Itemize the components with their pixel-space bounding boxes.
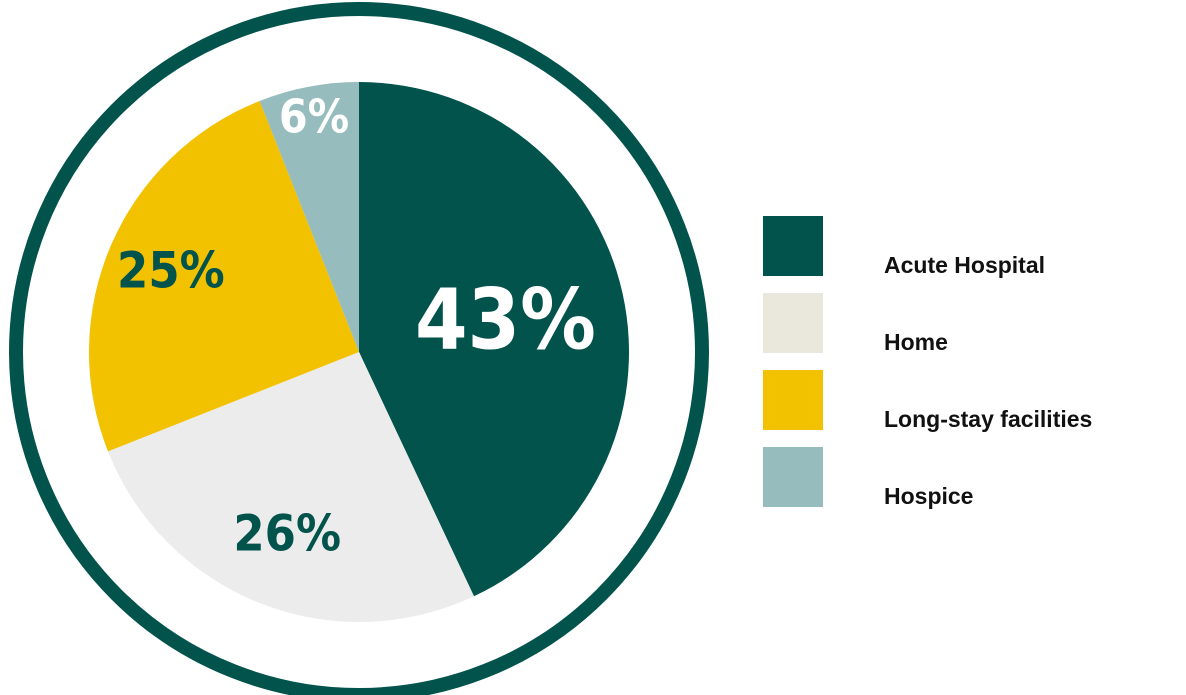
legend-label-hospice: Hospice (884, 483, 974, 509)
legend-label-long-stay-facilities: Long-stay facilities (884, 406, 1093, 432)
slice-label-home: 26% (233, 504, 341, 562)
pie-slice-acute-hospital (359, 82, 629, 597)
pie-slice-long-stay-facilities (89, 100, 360, 452)
slice-label-long-stay-facilities: 25% (117, 242, 225, 300)
legend-swatch-long-stay-facilities (763, 370, 823, 430)
legend-swatch-home (763, 293, 823, 353)
legend-item-long-stay-facilities: Long-stay facilities (763, 370, 1183, 447)
legend-item-hospice: Hospice (763, 447, 1183, 524)
legend-swatch-hospice (763, 447, 823, 507)
pie-slices (89, 82, 629, 622)
legend-label-acute-hospital: Acute Hospital (884, 252, 1046, 278)
legend-item-home: Home (763, 293, 1183, 370)
pie-chart: 43% 26% 25% 6% (9, 2, 709, 695)
pie-slice-labels: 43% 26% 25% 6% (117, 89, 596, 562)
legend-item-acute-hospital: Acute Hospital (763, 216, 1183, 293)
pie-slice-home (107, 352, 474, 622)
legend-label-home: Home (884, 329, 948, 355)
slice-label-hospice: 6% (279, 89, 349, 143)
legend-swatch-acute-hospital (763, 216, 823, 276)
pie-slice-hospice (259, 82, 359, 352)
legend: Acute Hospital Home Long-stay facilities… (763, 216, 1183, 524)
slice-label-acute-hospital: 43% (415, 270, 596, 368)
outer-ring (9, 2, 709, 695)
